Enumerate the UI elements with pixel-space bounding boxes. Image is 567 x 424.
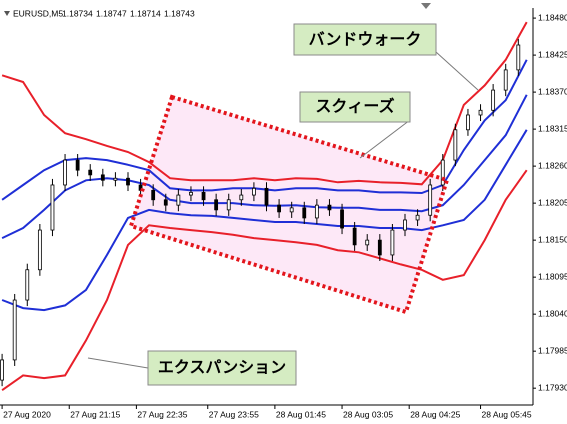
band-line: [1, 129, 528, 312]
candle-body: [352, 227, 357, 246]
leader-line: [359, 119, 411, 159]
candle-body: [340, 209, 344, 229]
annotation-box: [147, 350, 297, 386]
candle-body: [302, 207, 307, 219]
candle-body: [365, 239, 370, 246]
candle-body: [126, 177, 130, 186]
x-tick-label: 27 Aug 2020: [3, 409, 51, 419]
candle-body: [453, 129, 458, 161]
x-tick-label: 27 Aug 21:15: [70, 409, 120, 419]
candle-body: [478, 109, 483, 116]
y-tick-label: 1.18370: [538, 86, 567, 96]
candle-body: [201, 191, 206, 201]
y-tick-label: 1.18150: [538, 234, 567, 244]
quote-value: 1.18734: [62, 8, 93, 18]
candle-body: [239, 194, 244, 201]
leader-line: [435, 51, 479, 91]
header: EURUSD,M5 1.18734 1.18747 1.18714 1.1874…: [4, 8, 195, 18]
candle-body: [50, 184, 55, 231]
candle-body: [100, 174, 105, 181]
x-tick-label: 28 Aug 01:45: [276, 409, 326, 419]
y-tick-label: 1.18425: [538, 49, 567, 59]
y-tick-label: 1.18205: [538, 197, 567, 207]
candle-body: [390, 229, 395, 256]
candle-body: [0, 359, 4, 381]
candle-body: [12, 299, 17, 361]
candle-body: [314, 204, 319, 219]
candle-body: [252, 187, 256, 196]
candle-body: [440, 159, 445, 186]
candle-body: [277, 204, 281, 213]
annotation-box: [299, 91, 411, 123]
candle-body: [503, 69, 508, 91]
candle-body: [75, 159, 80, 171]
x-tick-label: 28 Aug 05:45: [482, 409, 532, 419]
annotation: スクィーズ: [315, 97, 394, 116]
quote-value: 1.18714: [130, 8, 161, 18]
candle-body: [214, 199, 219, 211]
x-tick-label: 27 Aug 22:35: [137, 409, 187, 419]
leader-line: [87, 357, 149, 369]
candle-body: [428, 184, 433, 216]
candle-body: [63, 159, 67, 186]
candle-body: [25, 269, 30, 301]
quote-value: 1.18743: [164, 8, 195, 18]
candle-body: [176, 194, 181, 206]
candle-body: [377, 239, 382, 256]
candle-body: [415, 214, 420, 221]
x-tick-label: 28 Aug 04:25: [410, 409, 460, 419]
candle-body: [88, 169, 93, 176]
annotation: バンドウォーク: [309, 30, 422, 49]
y-tick-label: 1.18480: [538, 12, 567, 22]
symbol: EURUSD,M5: [13, 8, 63, 18]
candle-body: [189, 191, 193, 196]
candle-body: [113, 177, 118, 181]
shift-marker: [421, 3, 431, 9]
y-tick-label: 1.18315: [538, 123, 567, 133]
candle-body: [163, 199, 168, 206]
candle-body: [289, 207, 294, 213]
quote-value: 1.18747: [96, 8, 127, 18]
candle-body: [491, 89, 496, 111]
x-tick-label: 28 Aug 03:05: [343, 409, 393, 419]
x-tick-label: 27 Aug 23:55: [209, 409, 259, 419]
candle-body: [516, 44, 521, 71]
candle-body: [466, 114, 470, 131]
y-tick-label: 1.17985: [538, 345, 567, 355]
candle-body: [151, 189, 156, 201]
y-tick-label: 1.17930: [538, 382, 567, 392]
plot-area: [0, 21, 528, 392]
annotation-box: [293, 23, 437, 56]
band-line: [1, 169, 528, 392]
candle-body: [327, 204, 332, 211]
y-tick-label: 1.18260: [538, 160, 567, 170]
candle-body: [264, 187, 269, 206]
y-tick-label: 1.18040: [538, 308, 567, 318]
candle-body: [37, 229, 42, 271]
candle-body: [403, 219, 407, 231]
squeeze-outline: [128, 94, 450, 315]
band-line: [1, 21, 528, 186]
header-arrow: [4, 11, 10, 16]
y-tick-label: 1.18095: [538, 271, 567, 281]
candle-body: [226, 199, 231, 211]
band-line: [1, 59, 528, 201]
annotation: エクスパンション: [158, 358, 286, 377]
